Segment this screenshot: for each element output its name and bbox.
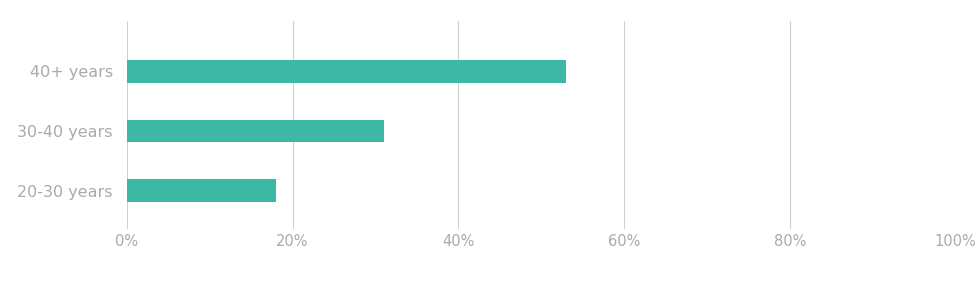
- Bar: [127, 120, 384, 142]
- Bar: [127, 60, 566, 83]
- Bar: [127, 179, 276, 202]
